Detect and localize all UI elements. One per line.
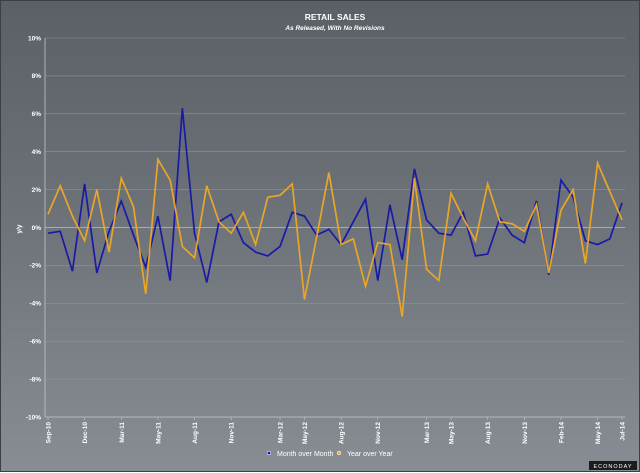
x-tick-label: May-12: [302, 422, 309, 444]
legend-marker-mom: [266, 450, 272, 456]
x-tick-label: Feb-14: [558, 422, 565, 443]
x-tick-label: Mar-11: [119, 422, 126, 443]
y-tick-label: 10%: [28, 35, 41, 42]
series-layer: [47, 108, 623, 317]
x-tick-label: Aug-13: [485, 422, 492, 444]
y-tick-label: 2%: [32, 187, 42, 194]
legend-label-mom: Month over Month: [277, 451, 334, 458]
x-tick-label: Jul-14: [620, 422, 627, 441]
chart-title: RETAIL SALES: [305, 12, 366, 22]
y-tick-label: 0%: [32, 225, 42, 232]
y-tick-label: 4%: [32, 149, 42, 156]
watermark-text: ECONODAY: [593, 464, 632, 470]
x-tick-label: May-11: [155, 422, 162, 444]
x-tick-label: Mar-13: [424, 422, 431, 443]
y-tick-label: 6%: [32, 111, 42, 118]
axis-layer: 10% 8% 6% 4% 2% 0% -2% -4% -6% -8% -10% Sep-10 Dec-1…: [26, 35, 627, 444]
y-tick-label: -6%: [29, 339, 41, 346]
x-tick-label: Mar-12: [278, 422, 285, 443]
y-tick-label: -8%: [29, 376, 41, 383]
grid-layer: [45, 37, 625, 418]
x-tick-label: Nov-13: [522, 422, 529, 444]
x-tick-label: Aug-12: [339, 422, 346, 444]
watermark-box: [589, 461, 637, 470]
y-axis-label: y/y: [16, 224, 23, 233]
x-tick-label: Sep-10: [46, 422, 53, 444]
y-tick-label: 8%: [32, 73, 42, 80]
y-tick-label: -2%: [29, 263, 41, 270]
legend: Month over Month Year over Year: [266, 450, 393, 458]
legend-marker-yoy: [336, 450, 342, 456]
y-tick-label: -4%: [29, 301, 41, 308]
series-line-month-over-month: [47, 108, 623, 283]
x-tick-label: Nov-12: [375, 422, 382, 444]
chart-subtitle: As Released, With No Revisions: [284, 25, 385, 32]
x-tick-label: May-14: [595, 422, 602, 444]
x-tick-label: May-13: [449, 422, 456, 444]
x-tick-label: Aug-11: [192, 422, 199, 444]
y-tick-label: -10%: [26, 414, 41, 421]
x-tick-label: Nov-11: [229, 422, 236, 444]
watermark: ECONODAY: [589, 461, 637, 470]
x-tick-label: Dec-10: [82, 422, 89, 444]
series-line-year-over-year: [47, 156, 623, 317]
legend-label-yoy: Year over Year: [347, 451, 393, 458]
